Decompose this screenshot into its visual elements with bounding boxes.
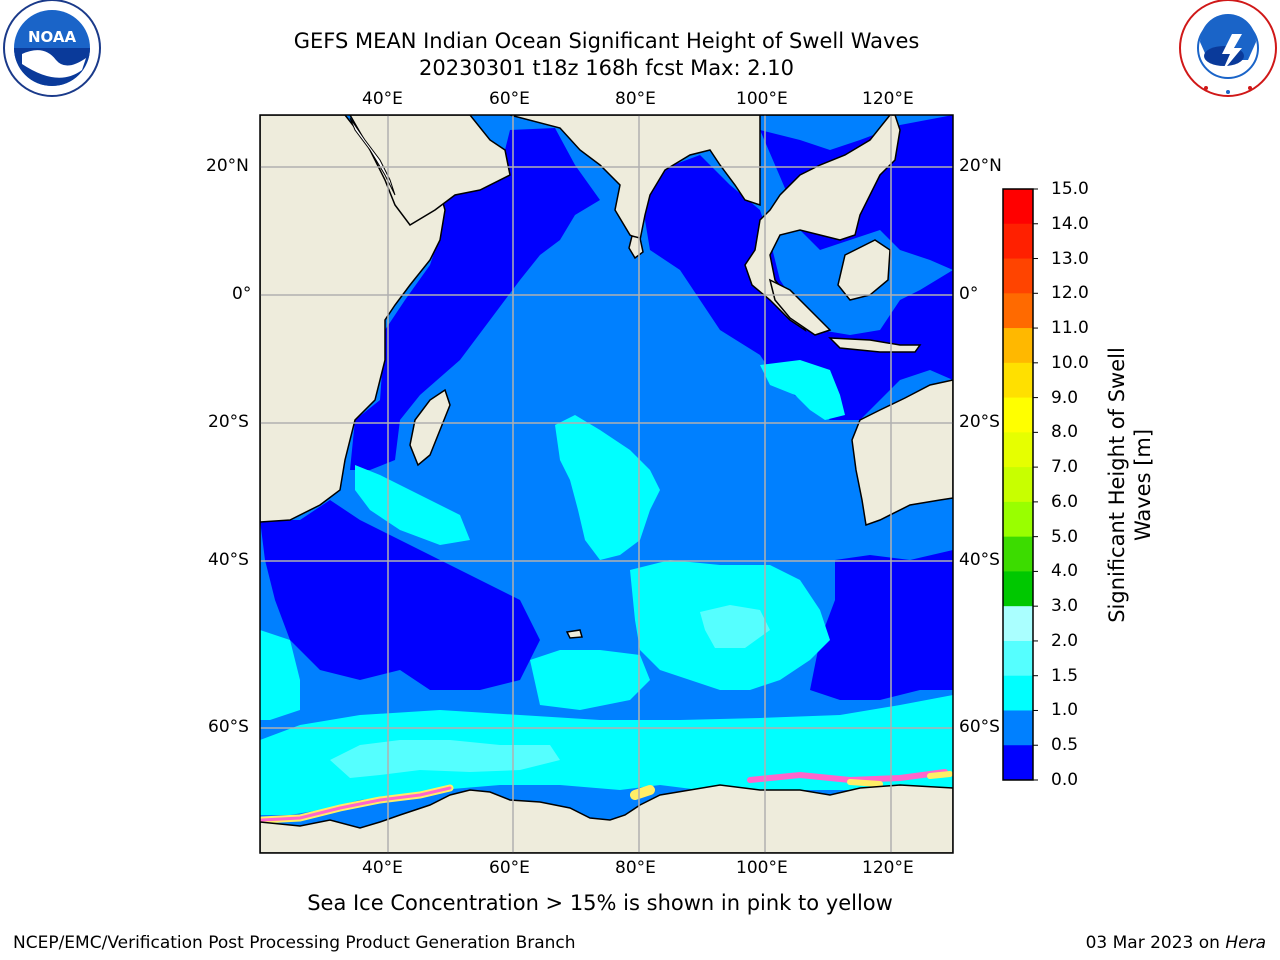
- lat-tick-left-0: 0°: [232, 284, 252, 304]
- colorbar-tick-label: 0.5: [1051, 735, 1079, 756]
- footer-host: Hera: [1225, 933, 1266, 953]
- colorbar-tick-label: 13.0: [1051, 248, 1089, 269]
- lat-tick-right-40s: 40°S: [959, 550, 1000, 570]
- red-sea-and-gulf: [349, 117, 396, 196]
- colorbar-tick-label: 1.5: [1051, 665, 1079, 686]
- land-madagascar: [409, 388, 451, 467]
- map-title-line1: GEFS MEAN Indian Ocean Significant Heigh…: [293, 29, 920, 53]
- land-java: [828, 337, 922, 353]
- colorbar-tick-label: 4.0: [1051, 561, 1079, 582]
- lat-tick-left-40s: 40°S: [208, 550, 249, 570]
- lat-tick-left-20s: 20°S: [208, 412, 249, 432]
- map-frame: [259, 114, 954, 854]
- lon-tick-bottom-100e: 100°E: [736, 858, 788, 878]
- lon-tick-bottom-120e: 120°E: [862, 858, 914, 878]
- lat-tick-right-60s: 60°S: [959, 717, 1000, 737]
- colorbar-tick-label: 12.0: [1051, 283, 1089, 304]
- gridlines: [260, 115, 953, 853]
- footer-credit: NCEP/EMC/Verification Post Processing Pr…: [13, 933, 576, 953]
- lon-tick-top-120e: 120°E: [862, 89, 914, 109]
- land-kerguelen: [565, 629, 583, 639]
- colorbar-tick-label: 15.0: [1051, 179, 1089, 199]
- colorbar-tick-label: 2.0: [1051, 630, 1079, 651]
- colorbar-tick-label: 11.0: [1051, 318, 1089, 339]
- colorbar-tick-label: 0.0: [1051, 770, 1079, 790]
- lon-tick-bottom-80e: 80°E: [615, 858, 656, 878]
- colorbar-tick-label: 1.0: [1051, 700, 1079, 721]
- colorbar-tick-label: 3.0: [1051, 596, 1079, 617]
- colorbar-label-line2: Waves [m]: [1131, 428, 1155, 542]
- colorbar-tick-label: 9.0: [1051, 387, 1079, 408]
- lat-tick-left-60s: 60°S: [208, 717, 249, 737]
- colorbar-tick-label: 8.0: [1051, 422, 1079, 443]
- lon-tick-top-60e: 60°E: [489, 89, 530, 109]
- lon-tick-top-40e: 40°E: [362, 89, 403, 109]
- colorbar-tick-label: 5.0: [1051, 526, 1079, 547]
- footer-date-text: 03 Mar 2023 on: [1085, 933, 1226, 953]
- lon-tick-top-80e: 80°E: [615, 89, 656, 109]
- colorbar-label-line1: Significant Height of Swell: [1105, 347, 1129, 623]
- sea-ice-edge: [260, 769, 953, 824]
- swell-0-0.5-region: [260, 115, 953, 700]
- colorbar-tick-label: 7.0: [1051, 457, 1079, 478]
- sea-ice-caption: Sea Ice Concentration > 15% is shown in …: [307, 891, 893, 915]
- lat-tick-left-20n: 20°N: [206, 156, 249, 176]
- colorbar-tick-label: 10.0: [1051, 352, 1089, 373]
- lat-tick-right-0: 0°: [959, 284, 979, 304]
- land-australia: [851, 379, 953, 527]
- lon-tick-top-100e: 100°E: [736, 89, 788, 109]
- land-sumatra: [768, 278, 832, 336]
- colorbar-tick-label: 6.0: [1051, 491, 1079, 512]
- land-antarctica: [260, 784, 953, 853]
- lat-tick-right-20n: 20°N: [959, 156, 1002, 176]
- map-title-line2: 20230301 t18z 168h fcst Max: 2.10: [419, 56, 794, 80]
- land-arabia: [349, 115, 511, 226]
- lon-tick-bottom-40e: 40°E: [362, 858, 403, 878]
- lon-tick-bottom-60e: 60°E: [489, 858, 530, 878]
- lat-tick-right-20s: 20°S: [959, 412, 1000, 432]
- footer-date: 03 Mar 2023 on Hera: [1086, 933, 1266, 953]
- land-masses: [260, 115, 953, 853]
- colorbar-tick-label: 14.0: [1051, 213, 1089, 234]
- land-india: [509, 115, 761, 242]
- swell-1.0-1.5-region: [260, 360, 953, 815]
- land-borneo: [837, 239, 891, 301]
